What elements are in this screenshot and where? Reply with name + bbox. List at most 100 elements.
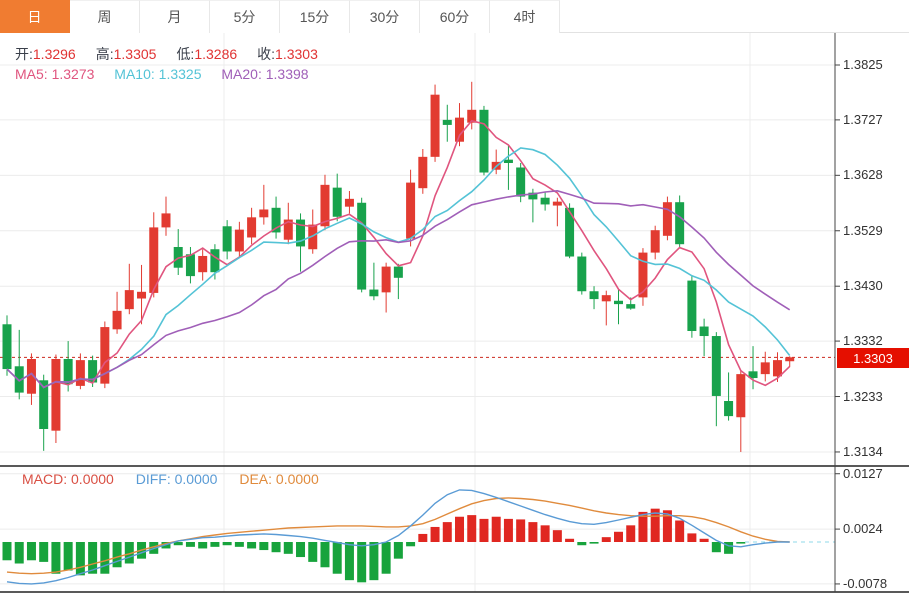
macd-hist-bar <box>662 510 672 542</box>
macd-hist-bar <box>711 542 721 553</box>
macd-hist-bar <box>626 525 636 542</box>
candle-body <box>785 357 795 362</box>
candle-body <box>271 207 281 233</box>
candle-body <box>369 289 379 297</box>
macd-hist-bar <box>271 542 281 553</box>
ma5-line <box>6 119 791 389</box>
candle-body <box>442 119 452 125</box>
candle-body <box>650 230 660 253</box>
price-axis-label: 1.3628 <box>843 167 883 183</box>
candle-body <box>467 109 477 123</box>
tab-4hour[interactable]: 4时 <box>490 0 560 33</box>
macd-hist-bar <box>552 530 562 542</box>
candle-body <box>26 359 36 394</box>
candle-body <box>100 327 110 384</box>
candle-body <box>210 249 220 273</box>
macd-hist-bar <box>75 542 85 576</box>
macd-hist-bar <box>344 542 354 581</box>
candle-body <box>112 310 122 330</box>
candle-body <box>589 291 599 300</box>
price-axis-label: 1.3430 <box>843 278 883 294</box>
price-axis-label: 1.3233 <box>843 388 883 404</box>
macd-hist-bar <box>51 542 61 574</box>
tab-month[interactable]: 月 <box>140 0 210 33</box>
macd-hist-bar <box>222 542 232 546</box>
price-axis-label: 1.3727 <box>843 111 883 127</box>
candle-body <box>88 360 98 383</box>
price-axis-label: 1.3825 <box>843 57 883 72</box>
macd-hist-bar <box>14 542 24 564</box>
candle-body <box>259 209 269 218</box>
macd-hist-bar <box>26 542 36 561</box>
macd-hist-bar <box>332 542 342 574</box>
dea-line <box>6 497 790 575</box>
macd-hist-bar <box>234 542 244 547</box>
macd-axis-label: -0.0078 <box>843 575 888 591</box>
dea-value-legend: DEA: 0.0000 <box>239 471 319 487</box>
candle-body <box>247 217 257 238</box>
candle-body <box>455 117 465 142</box>
macd-hist-bar <box>39 542 49 562</box>
macd-hist-bar <box>724 542 734 554</box>
candle-body <box>308 224 318 250</box>
candle-body <box>614 300 623 305</box>
candle-body <box>711 336 721 396</box>
close-label: 收: <box>257 46 276 62</box>
macd-hist-bar <box>699 538 709 542</box>
tab-day[interactable]: 日 <box>0 0 70 33</box>
diff-line <box>6 489 790 585</box>
candle-body <box>772 360 782 377</box>
tab-week[interactable]: 周 <box>70 0 140 33</box>
candle-body <box>748 371 758 379</box>
tab-60min[interactable]: 60分 <box>420 0 490 33</box>
ma5-legend: MA5: 1.3273 <box>15 66 95 82</box>
tab-30min[interactable]: 30分 <box>350 0 420 33</box>
tab-15min[interactable]: 15分 <box>280 0 350 33</box>
candle-body <box>528 192 538 200</box>
candle-body <box>332 187 342 217</box>
candle-body <box>149 227 159 293</box>
open-label: 开: <box>15 46 33 62</box>
interval-tabbar: 日 周 月 5分 15分 30分 60分 4时 <box>0 0 909 33</box>
macd-hist-bar <box>369 542 379 581</box>
macd-hist-bar <box>185 542 195 547</box>
macd-hist-bar <box>100 542 110 574</box>
candle-body <box>75 360 85 386</box>
low-label: 低: <box>176 46 195 62</box>
ma10-legend: MA10: 1.3325 <box>114 66 202 82</box>
candle-body <box>124 290 134 310</box>
macd-legend: MACD: 0.0000 DIFF: 0.0000 DEA: 0.0000 <box>22 471 319 487</box>
ma20-line <box>6 189 791 389</box>
macd-hist-bar <box>430 526 440 542</box>
high-label: 高: <box>95 46 114 62</box>
candle-body <box>601 295 611 302</box>
macd-hist-bar <box>63 542 73 571</box>
macd-hist-bar <box>418 533 428 542</box>
candle-body <box>418 156 428 189</box>
candle-body <box>675 202 685 245</box>
candle-body <box>14 366 24 393</box>
candle-body <box>283 219 293 240</box>
macd-hist-bar <box>173 542 183 546</box>
candle-body <box>577 256 587 292</box>
macd-hist-bar <box>210 542 220 547</box>
close-value: 1.3303 <box>275 46 318 62</box>
macd-hist-bar <box>406 542 416 547</box>
candle-body <box>296 219 306 247</box>
macd-axis-label: 0.0127 <box>843 465 883 481</box>
diff-value-legend: DIFF: 0.0000 <box>135 471 218 487</box>
candle-body <box>638 252 648 298</box>
tab-5min[interactable]: 5分 <box>210 0 280 33</box>
macd-hist-bar <box>491 516 501 542</box>
candle-body <box>406 182 416 239</box>
macd-hist-bar <box>589 542 599 544</box>
candle-body <box>137 291 147 299</box>
macd-hist-bar <box>601 537 611 542</box>
candle-body <box>540 197 550 205</box>
candle-body <box>234 229 244 252</box>
macd-axis-label: 0.0024 <box>843 521 883 537</box>
price-axis-label: 1.3529 <box>843 222 883 238</box>
candle-body <box>320 184 330 227</box>
macd-hist-bar <box>2 542 12 561</box>
